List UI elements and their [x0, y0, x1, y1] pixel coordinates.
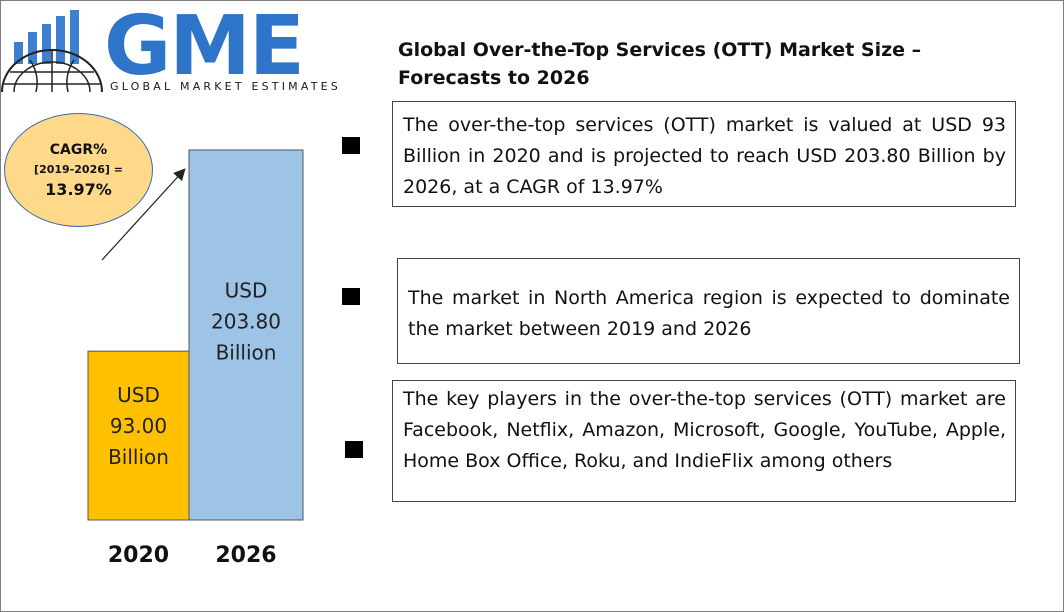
growth-arrow: [101, 168, 186, 261]
bar-value-label: 93.00: [110, 414, 167, 438]
bullet-marker: [345, 441, 363, 458]
market-size-bar-chart: USD 93.00 Billion 2020 USD 203.80 Billion 2026: [87, 149, 304, 568]
cagr-period: [2019-2026] =: [34, 163, 123, 176]
bar-2026: [188, 149, 304, 521]
x-tick-label: 2026: [215, 543, 276, 568]
info-box-key-players: The key players in the over-the-top serv…: [392, 380, 1016, 502]
cagr-value: 13.97%: [45, 180, 112, 199]
bar-value-label: Billion: [216, 341, 277, 365]
bar-value-label: USD: [117, 383, 160, 407]
cagr-label: CAGR%: [49, 142, 108, 158]
bullet-marker: [342, 137, 360, 154]
bar-2020: [87, 350, 190, 521]
bar-value-label: 203.80: [211, 310, 281, 334]
page-title: Global Over-the-Top Services (OTT) Marke…: [398, 39, 922, 89]
gme-logo: GME GLOBAL MARKET ESTIMATES: [0, 0, 350, 100]
info-box-market-value: The over-the-top services (OTT) market i…: [392, 101, 1016, 207]
info-box-north-america: The market in North America region is ex…: [397, 258, 1020, 364]
logo-tagline: GLOBAL MARKET ESTIMATES: [110, 80, 341, 93]
logo-wordmark: GME: [104, 0, 305, 94]
x-tick-label: 2020: [108, 543, 169, 568]
bar-value-label: Billion: [108, 445, 169, 469]
bullet-marker: [342, 288, 360, 305]
cagr-bubble: CAGR% [2019-2026] = 13.97%: [4, 113, 153, 227]
globe-bars-icon: [1, 10, 103, 93]
bar-value-label: USD: [225, 279, 268, 303]
